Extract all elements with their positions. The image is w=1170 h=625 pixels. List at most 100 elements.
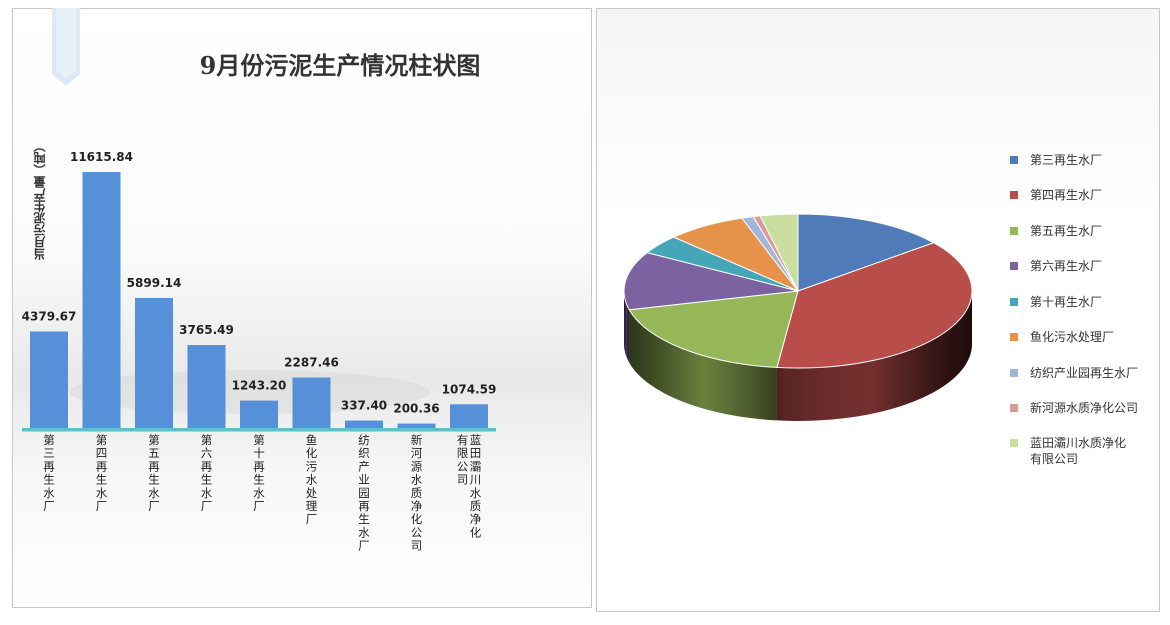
- category-label-7: 化: [411, 512, 423, 526]
- category-label-4: 生: [253, 473, 265, 487]
- pie-rim-shadow: [624, 291, 972, 421]
- category-label-7: 质: [411, 486, 423, 500]
- category-label-1: 生: [96, 473, 108, 487]
- bar-value-label-8: 1074.59: [442, 382, 497, 396]
- legend-swatch-8: [1010, 439, 1018, 447]
- bar-value-label-4: 1243.20: [232, 379, 287, 393]
- pie-slice-0: [797, 213, 935, 292]
- category-label-7: 司: [411, 539, 423, 553]
- pie-slice-8: [759, 213, 799, 292]
- category-label-2: 第: [148, 433, 160, 447]
- category-label-1: 水: [96, 486, 108, 500]
- chart-title: 9月份污泥生产情况柱状图: [199, 51, 481, 80]
- category-label-5: 处: [306, 486, 318, 500]
- category-label-2: 五: [148, 446, 160, 460]
- bar-value-label-1: 11615.84: [70, 150, 133, 164]
- category-label-7: 河: [411, 446, 423, 460]
- category-label-6: 再: [358, 499, 370, 513]
- category-label-8: 水: [470, 486, 482, 500]
- legend-label-3: 第六再生水厂: [1030, 259, 1103, 273]
- category-label-6: 产: [358, 459, 370, 473]
- category-label-4: 厂: [253, 499, 265, 513]
- bookmark-ribbon-icon: [52, 8, 80, 86]
- legend-swatch-4: [1010, 298, 1018, 306]
- bar-8: [450, 404, 488, 428]
- bar-6: [345, 420, 383, 428]
- legend-label-7: 新河源水质净化公司: [1030, 401, 1139, 415]
- category-label-0: 第: [43, 433, 55, 447]
- bar-2: [135, 297, 173, 428]
- pie-slice-1: [776, 242, 973, 369]
- category-label-4: 水: [253, 486, 265, 500]
- category-label-5: 鱼: [306, 433, 318, 447]
- category-label-2: 厂: [148, 499, 160, 513]
- category-label-7: 净: [411, 499, 423, 513]
- category-label-3: 第: [201, 433, 213, 447]
- category-label-0: 三: [43, 446, 55, 460]
- bar-3: [187, 345, 226, 428]
- category-label-3: 生: [201, 473, 213, 487]
- legend-label-4: 第十再生水厂: [1030, 295, 1103, 309]
- legend-swatch-2: [1010, 227, 1018, 235]
- category-label-7: 水: [411, 473, 423, 487]
- category-label-1: 厂: [96, 499, 108, 513]
- category-label-8: 化: [470, 525, 482, 539]
- pie-slice-3: [623, 252, 799, 311]
- category-label-3: 再: [201, 459, 213, 473]
- category-label-8: 田: [470, 446, 482, 460]
- category-label-8: 灞: [470, 459, 482, 473]
- x-axis-line: [22, 428, 496, 432]
- category-label-2: 水: [148, 486, 160, 500]
- category-label-7: 公: [411, 525, 423, 539]
- category-label-7: 新: [411, 433, 423, 447]
- category-label-6: 园: [358, 486, 370, 500]
- bar-7: [397, 423, 436, 428]
- legend-swatch-6: [1010, 369, 1018, 377]
- bar-value-label-7: 200.36: [393, 402, 439, 416]
- category-label-8: 司: [457, 473, 469, 487]
- category-label-8: 有: [457, 433, 469, 447]
- category-label-8: 限: [457, 446, 469, 460]
- bar-value-label-0: 4379.67: [22, 309, 77, 323]
- bar-5: [292, 377, 331, 428]
- legend-swatch-7: [1010, 404, 1018, 412]
- category-label-8: 质: [470, 499, 482, 513]
- legend-label-8: 蓝田灞川水质净化 有限公司: [1030, 436, 1127, 466]
- legend-swatch-3: [1010, 262, 1018, 270]
- bar-chart: 4379.67第三再生水厂11615.84第四再生水厂5899.14第五再生水厂…: [22, 150, 497, 553]
- category-label-5: 水: [306, 473, 318, 487]
- legend-label-5: 鱼化污水处理厂: [1030, 330, 1115, 344]
- legend-label-6: 纺织产业园再生水厂: [1030, 366, 1139, 380]
- category-label-3: 水: [201, 486, 213, 500]
- bar-0: [30, 331, 68, 428]
- legend-swatch-5: [1010, 333, 1018, 341]
- pie-chart: [623, 213, 973, 421]
- category-label-8: 净: [470, 512, 482, 526]
- category-label-0: 厂: [43, 499, 55, 513]
- legend-swatch-1: [1010, 191, 1018, 199]
- category-label-6: 织: [358, 446, 370, 460]
- category-label-4: 十: [253, 446, 265, 460]
- category-label-5: 理: [306, 499, 318, 513]
- legend-label-0: 第三再生水厂: [1030, 153, 1103, 167]
- category-label-0: 水: [43, 486, 55, 500]
- category-label-5: 化: [306, 446, 318, 460]
- bar-value-label-5: 2287.46: [284, 356, 339, 370]
- category-label-3: 厂: [201, 499, 213, 513]
- bar-value-label-3: 3765.49: [179, 323, 234, 337]
- category-label-8: 川: [470, 473, 482, 487]
- category-label-0: 再: [43, 459, 55, 473]
- category-label-4: 再: [253, 459, 265, 473]
- category-label-6: 水: [358, 525, 370, 539]
- legend-label-1: 第四再生水厂: [1030, 188, 1103, 202]
- category-label-8: 公: [457, 459, 469, 473]
- category-label-5: 厂: [306, 512, 318, 526]
- category-label-1: 第: [96, 433, 108, 447]
- category-label-8: 蓝: [470, 433, 482, 447]
- category-label-5: 污: [306, 459, 318, 473]
- category-label-0: 生: [43, 473, 55, 487]
- category-label-2: 再: [148, 459, 160, 473]
- category-label-6: 生: [358, 512, 370, 526]
- bar-value-label-6: 337.40: [341, 399, 387, 413]
- pie-slice-2: [628, 290, 799, 368]
